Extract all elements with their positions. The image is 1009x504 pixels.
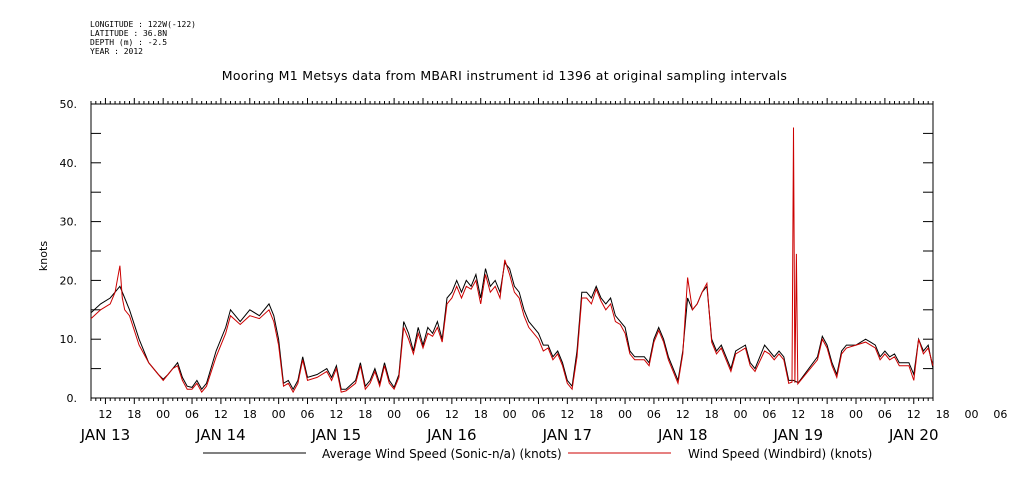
chart-title: Mooring M1 Metsys data from MBARI instru… (221, 68, 788, 83)
x-hour-label: 18 (820, 408, 834, 421)
depth-label: DEPTH (m) : -2.5 (90, 38, 168, 47)
x-day-label: JAN 17 (542, 426, 593, 444)
series-windbird-wind-speed (90, 127, 934, 394)
x-day-label: JAN 19 (773, 426, 824, 444)
year-label: YEAR : 2012 (90, 47, 143, 56)
x-hour-label: 06 (878, 408, 892, 421)
x-hour-label: 00 (503, 408, 517, 421)
x-hour-label: 06 (647, 408, 661, 421)
x-hour-label: 00 (618, 408, 632, 421)
x-day-label: JAN 13 (80, 426, 131, 444)
x-day-label: JAN 18 (657, 426, 708, 444)
y-tick-label: 50. (60, 98, 78, 111)
series-average-wind-speed (90, 261, 934, 391)
latitude-label: LATITUDE : 36.8N (90, 29, 168, 38)
x-hour-label: 06 (416, 408, 430, 421)
x-hour-label: 06 (531, 408, 545, 421)
x-day-label: JAN 16 (426, 426, 477, 444)
x-hour-label: 12 (445, 408, 459, 421)
x-hour-label: 06 (301, 408, 315, 421)
x-hour-label: 12 (214, 408, 228, 421)
x-hour-label: 00 (849, 408, 863, 421)
x-hour-label: 12 (98, 408, 112, 421)
x-day-label: JAN 20 (888, 426, 939, 444)
x-day-label: JAN 14 (195, 426, 246, 444)
legend-label-average: Average Wind Speed (Sonic-n/a) (knots) (322, 447, 562, 461)
x-hour-label: 18 (936, 408, 950, 421)
y-axis: 0. 10. 20. 30. 40. 50. (60, 98, 933, 405)
x-hour-label: 12 (907, 408, 921, 421)
x-hour-label: 00 (387, 408, 401, 421)
x-hour-label: 12 (329, 408, 343, 421)
x-hour-label: 18 (127, 408, 141, 421)
x-hour-label: 12 (560, 408, 574, 421)
x-hour-label: 00 (156, 408, 170, 421)
x-hour-label: 18 (705, 408, 719, 421)
y-tick-label: 10. (60, 333, 78, 346)
x-hour-label: 00 (272, 408, 286, 421)
x-hour-label: 18 (589, 408, 603, 421)
y-axis-label: knots (37, 241, 50, 271)
location-metadata: LONGITUDE : 122W(-122) LATITUDE : 36.8N … (90, 20, 196, 56)
longitude-label: LONGITUDE : 122W(-122) (90, 20, 196, 29)
x-axis: 12 18 00 06 12 18 00 06 12 18 00 06 12 18 00 06 12 18 00 06… (80, 98, 1007, 444)
x-hour-label: 06 (762, 408, 776, 421)
x-hour-label: 00 (734, 408, 748, 421)
x-hour-label: 18 (243, 408, 257, 421)
y-tick-label: 40. (60, 157, 78, 170)
x-hour-label: 00 (964, 408, 978, 421)
x-hour-label: 06 (185, 408, 199, 421)
x-hour-label: 18 (358, 408, 372, 421)
x-day-label: JAN 15 (311, 426, 362, 444)
x-hour-label: 12 (791, 408, 805, 421)
legend-label-windbird: Wind Speed (Windbird) (knots) (688, 447, 872, 461)
x-hour-label: 18 (474, 408, 488, 421)
x-hour-label: 12 (676, 408, 690, 421)
x-hour-label: 06 (993, 408, 1007, 421)
series-group (90, 127, 934, 394)
y-tick-label: 30. (60, 216, 78, 229)
y-tick-label: 0. (67, 392, 78, 405)
y-tick-label: 20. (60, 274, 78, 287)
legend: Average Wind Speed (Sonic-n/a) (knots) W… (203, 447, 872, 461)
